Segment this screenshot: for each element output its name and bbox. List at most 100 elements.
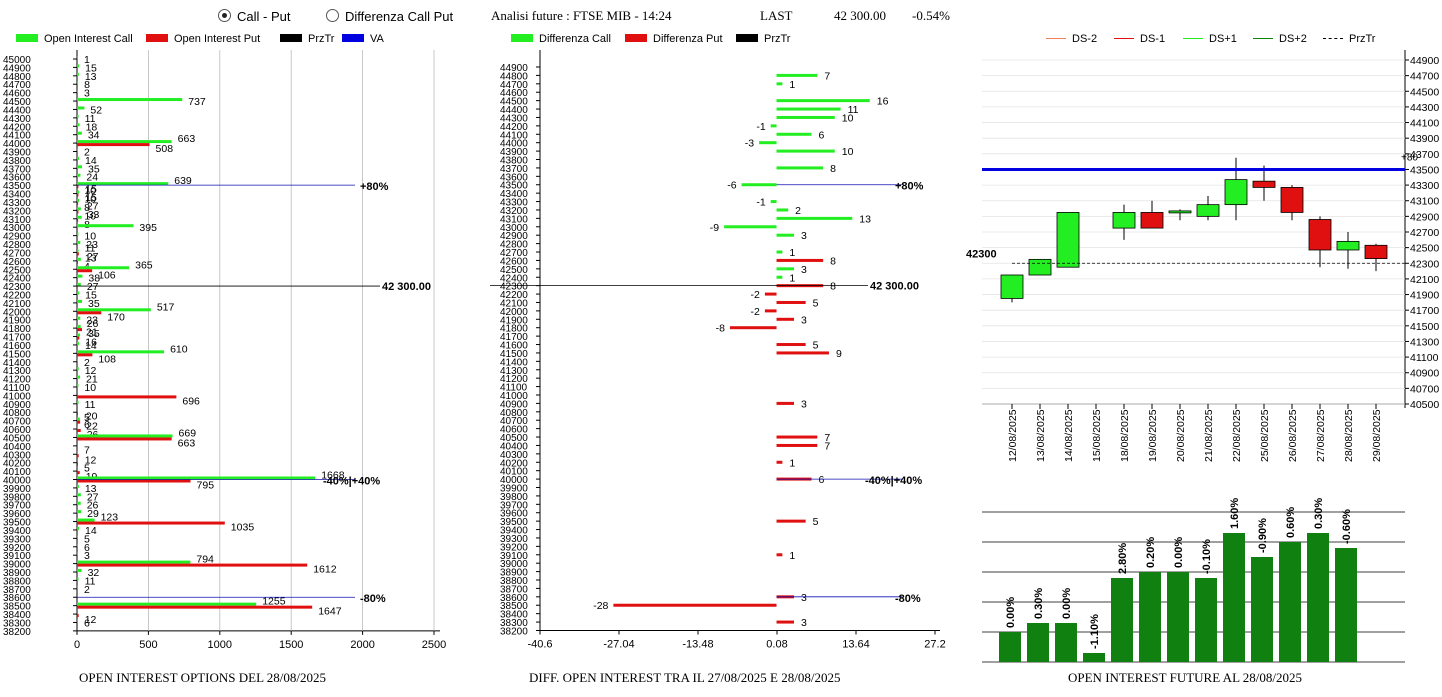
call-bar [77, 148, 78, 152]
call-bar [77, 375, 80, 379]
future-bar-label: -1.10% [1089, 614, 1101, 649]
put-bar [77, 563, 308, 567]
diff-put-bar [776, 351, 829, 355]
put-bar [77, 429, 81, 433]
call-value-label: 639 [174, 175, 192, 187]
call-bar [77, 358, 78, 362]
last-label: LAST [760, 8, 793, 23]
diff-put-bar-label: 3 [801, 592, 807, 604]
radio-selected-icon[interactable] [218, 9, 231, 22]
put-bar [77, 193, 79, 197]
left-chart-title: OPEN INTEREST OPTIONS DEL 28/08/2025 [79, 670, 326, 685]
diff-call-bar [776, 275, 783, 279]
strike-label: 39300 [500, 534, 528, 545]
put-bar [77, 420, 81, 424]
diff-call-bar-label: 1 [789, 272, 795, 284]
strike-label: 44700 [500, 80, 528, 91]
future-bar [1279, 542, 1301, 662]
strike-label: 39300 [3, 534, 31, 545]
y-tick-label: 44300 [1410, 102, 1439, 114]
call-value-label: 663 [178, 133, 196, 145]
call-value-label: 27 [87, 200, 99, 212]
strike-label: 40700 [3, 417, 31, 428]
legend-swatch [342, 34, 364, 42]
mode-diff-option[interactable]: Differenza Call Put [326, 9, 453, 24]
future-bar [1195, 578, 1217, 662]
x-tick-label: 500 [139, 639, 157, 651]
diff-call-bar [776, 115, 835, 119]
call-bar [77, 552, 78, 556]
call-value-label: 27 [87, 251, 99, 263]
candle-down [1140, 212, 1164, 229]
call-bar [77, 190, 80, 194]
strike-label: 38900 [3, 568, 31, 579]
call-bar [77, 341, 79, 345]
put-value-label: 663 [178, 437, 196, 449]
candle-down [1308, 219, 1332, 251]
call-bar [77, 333, 80, 337]
legend-swatch [511, 34, 533, 42]
call-bar [77, 165, 82, 169]
strike-label: 38200 [500, 626, 528, 637]
last-change: -0.54% [912, 8, 950, 23]
call-value-label: 23 [86, 239, 98, 251]
call-bar [77, 266, 130, 270]
strike-label: 43000 [3, 223, 31, 234]
strike-label: 44200 [3, 122, 31, 133]
call-bar [77, 249, 79, 253]
call-value-label: 18 [86, 121, 98, 133]
y-tick-label: 43300 [1410, 180, 1439, 192]
strike-label: 43300 [3, 198, 31, 209]
put-value-label: 8 [84, 202, 90, 214]
strike-label: 38700 [500, 584, 528, 595]
legend-label: DS-1 [1140, 33, 1166, 45]
mode-call-put-option[interactable]: Call - Put [218, 9, 290, 24]
diff-put-bar [776, 435, 818, 439]
diff-call-bar-label: 1 [789, 247, 795, 259]
strike-label: 40300 [3, 450, 31, 461]
legend-label: DS-2 [1072, 33, 1098, 45]
strike-label: 38300 [500, 618, 528, 629]
strike-label: 44800 [500, 71, 528, 82]
strike-label: 38400 [3, 610, 31, 621]
strike-label: 40100 [500, 467, 528, 478]
call-bar [77, 81, 79, 85]
call-value-label: 38 [88, 273, 100, 285]
future-bar-label: 0.00% [1061, 588, 1073, 619]
call-value-label: 27 [87, 491, 99, 503]
y-tick-label: 41100 [1410, 352, 1439, 364]
future-bar-label: 0.30% [1033, 588, 1045, 619]
call-value-label: 2 [84, 584, 90, 596]
call-bar [77, 156, 79, 160]
strike-label: 44900 [3, 63, 31, 74]
call-value-label: 123 [101, 512, 119, 524]
call-bar [77, 140, 172, 144]
call-value-label: 669 [179, 427, 197, 439]
put-bar [77, 412, 78, 416]
call-bar [77, 72, 79, 76]
strike-label: 40500 [500, 433, 528, 444]
diff-put-bar-label: 9 [836, 348, 842, 360]
diff-put-bar-label: 7 [824, 440, 830, 452]
va-label: -40%|+40% [865, 475, 922, 487]
call-value-label: 32 [88, 567, 100, 579]
strike-label: 40300 [500, 450, 528, 461]
diff-put-bar-label: -28 [593, 600, 608, 612]
diff-call-bar [776, 132, 812, 136]
y-tick-label: 40900 [1410, 368, 1439, 380]
diff-call-bar-label: 2 [795, 205, 801, 217]
strike-label: 41100 [3, 383, 31, 394]
diff-put-bar-label: 5 [813, 297, 819, 309]
radio-unselected-icon[interactable] [326, 9, 339, 22]
diff-call-bar [776, 208, 789, 212]
put-bar [77, 521, 225, 525]
diff-call-bar-label: 6 [818, 129, 824, 141]
call-bar [77, 182, 169, 186]
diff-call-bar-label: 13 [859, 213, 871, 225]
put-bar [77, 479, 191, 483]
strike-label: 43000 [500, 223, 528, 234]
call-value-label: 794 [196, 554, 214, 566]
strike-label: 40200 [500, 458, 528, 469]
strike-label: 40600 [500, 425, 528, 436]
x-tick-label: 1000 [208, 639, 232, 651]
